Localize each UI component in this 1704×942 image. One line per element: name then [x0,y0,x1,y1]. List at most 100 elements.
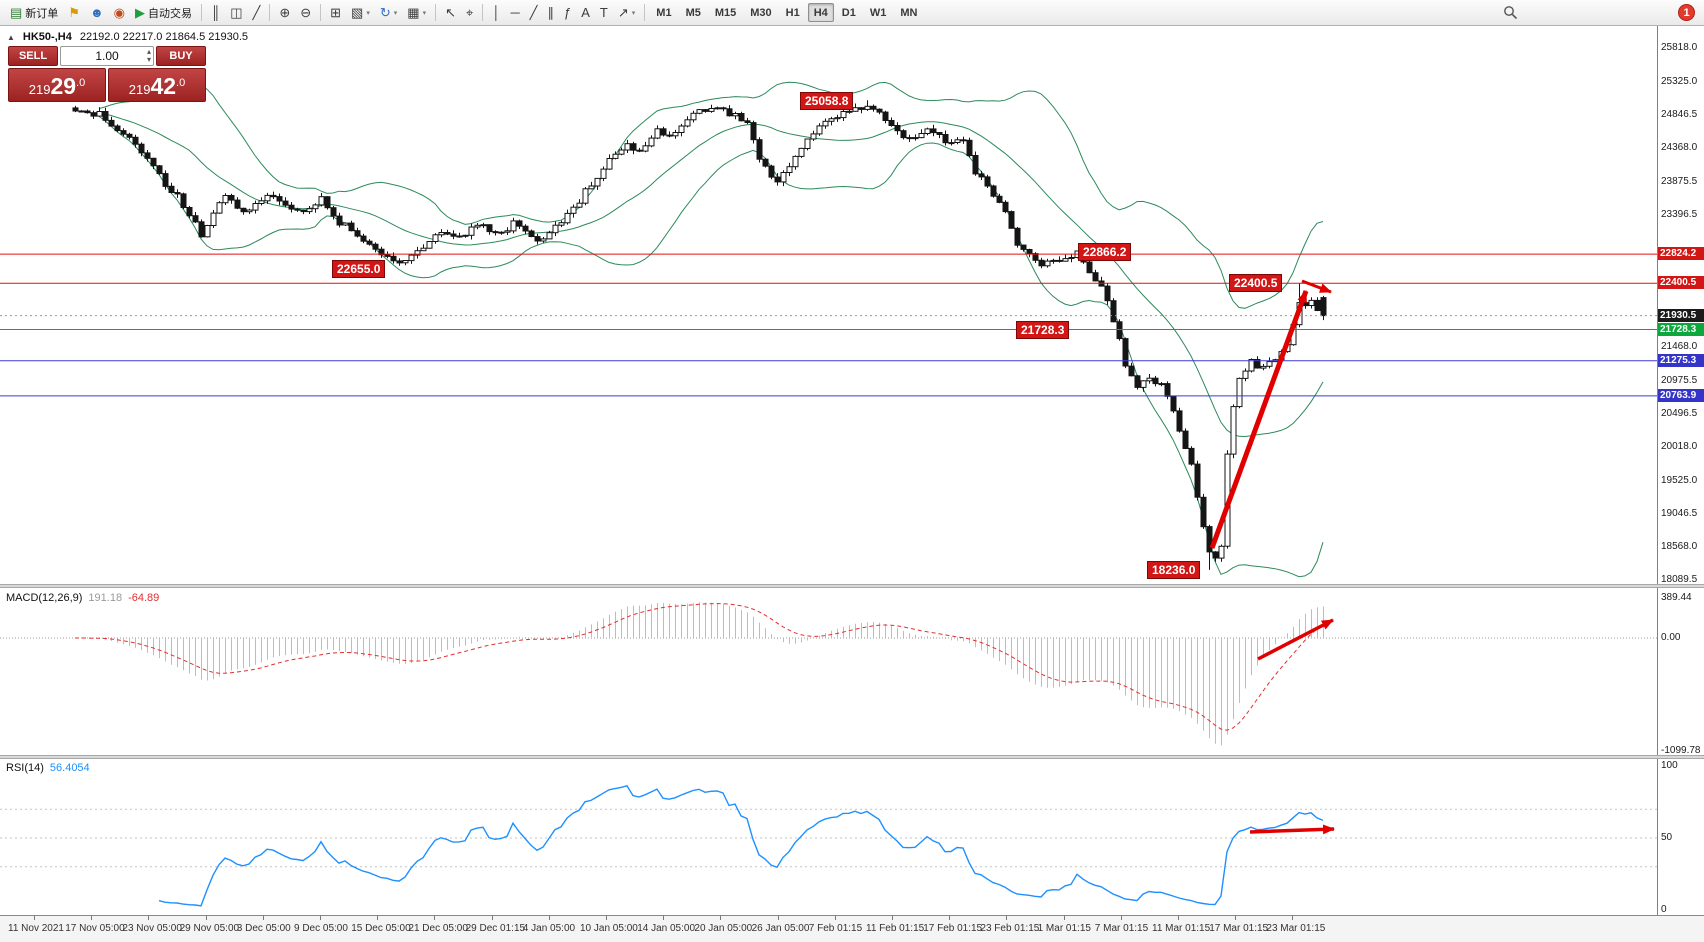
time-axis-label: 17 Mar 01:15 [1209,923,1269,934]
one-click-collapse-arrow[interactable]: ▲ [7,32,15,42]
time-axis-tick [777,916,779,920]
main-toolbar: ▤ 新订单 ⚑ ☻ ◉ ▶ 自动交易 ║ ◫ ╱ ⊕ ⊖ ⊞ ▧ ▾ ↻ ▾ ▦ ▾ ↖ ⌖ │ ─ ╱ ∥ ƒ A T ↗ ▾ M1 M5 M… [0,0,1704,26]
rsi-canvas[interactable] [0,759,1657,915]
timeframe-m30-button[interactable]: M30 [744,3,777,22]
price-axis-tick: 24846.5 [1661,108,1698,120]
candles-layer [72,100,1327,570]
community-button[interactable]: ☻ [85,2,109,24]
price-axis-tick: 18089.5 [1661,574,1698,585]
tile-windows-button[interactable]: ⊞ [325,2,346,24]
timeframe-m1-button[interactable]: M1 [650,3,677,22]
autotrading-button[interactable]: ▶ 自动交易 [130,2,197,24]
fibonacci-icon: ƒ [564,5,572,20]
macd-canvas[interactable] [0,589,1657,756]
vertical-line-button[interactable]: │ [487,2,505,24]
pane-splitter[interactable] [0,755,1704,759]
notification-badge[interactable]: 1 [1678,4,1695,21]
one-click-price-row: 219 29.0 219 42.0 [8,68,206,102]
rsi-header-title: RSI(14) [6,762,44,774]
time-axis-label: 23 Feb 01:15 [980,923,1040,934]
buy-button[interactable]: BUY [156,46,206,66]
volume-decrease-button[interactable]: ▾ [146,55,151,64]
community-icon: ☻ [89,5,104,20]
bar-chart-button[interactable]: ║ [206,2,225,24]
rsi-axis-tick: 50 [1661,832,1673,843]
time-axis-tick [148,916,150,920]
zoom-in-icon: ⊕ [279,5,291,20]
market-button[interactable]: ◉ [109,2,130,24]
sell-price-display[interactable]: 219 29.0 [8,68,106,102]
cursor-button[interactable]: ↖ [440,2,461,24]
time-axis-label: 10 Jan 05:00 [580,923,638,934]
toolbar-separator [320,4,322,21]
crosshair-button[interactable]: ⌖ [461,2,478,24]
trend-arrow[interactable] [1249,824,1335,835]
timeframe-w1-button[interactable]: W1 [864,3,893,22]
pane-splitter[interactable] [0,584,1704,588]
ask-price-big-digits: 42 [150,73,177,99]
text-icon: A [581,5,590,20]
price-axis-column[interactable]: 25818.0 25325.0 24846.5 24368.0 23875.5 23396… [1657,26,1704,915]
price-chart-pane[interactable] [0,26,1657,586]
toolbar-separator [269,4,271,21]
rsi-indicator-pane[interactable] [0,759,1657,915]
bid-price-suffix: .0 [76,77,86,89]
price-annotation-22655.0[interactable]: 22655.0 [332,260,386,278]
profiles-button[interactable]: ↻ ▾ [375,2,402,24]
time-axis-tick [320,916,321,920]
symbol-name: HK50-,H4 [22,31,72,43]
timeframe-m5-button[interactable]: M5 [680,3,707,22]
search-icon[interactable] [1503,5,1518,20]
time-axis-tick [377,916,379,920]
price-axis-tick: 25818.0 [1661,42,1698,53]
time-axis-label: 7 Feb 01:15 [808,923,863,934]
time-axis-label: 11 Mar 01:15 [1152,923,1211,934]
zoom-out-button[interactable]: ⊖ [295,2,316,24]
new-order-button[interactable]: ▤ 新订单 [5,2,63,24]
volume-increase-button[interactable]: ▴ [146,47,151,56]
new-chart-button[interactable]: ▧ ▾ [346,2,375,24]
trend-arrow[interactable] [1301,279,1332,294]
time-axis-tick [1120,916,1122,920]
price-annotation-18236.0[interactable]: 18236.0 [1147,561,1201,579]
horizontal-line-button[interactable]: ─ [505,2,524,24]
timeframe-h4-button[interactable]: H4 [807,3,834,22]
trendline-button[interactable]: ╱ [525,2,543,24]
timeframe-mn-button[interactable]: MN [894,3,923,22]
arrows-button[interactable]: ↗ ▾ [613,2,640,24]
time-axis-tick [34,916,35,920]
candlestick-chart-button[interactable]: ◫ [225,2,247,24]
trend-arrow[interactable] [1257,618,1334,661]
macd-indicator-pane[interactable] [0,589,1657,756]
zoom-in-button[interactable]: ⊕ [274,2,295,24]
price-annotation-21728.3[interactable]: 21728.3 [1016,321,1070,339]
time-axis[interactable]: 11 Nov 2021 17 Nov 05:00 23 Nov 05:00 29 No… [0,915,1704,942]
time-axis-tick [548,916,550,920]
macd-histogram [87,602,1324,746]
templates-button[interactable]: ▦ ▾ [402,2,431,24]
volume-input[interactable]: 1.00 ▴ ▾ [60,46,154,66]
price-annotation-22866.2[interactable]: 22866.2 [1078,243,1132,261]
ask-price-suffix: .0 [176,77,186,89]
timeframe-d1-button[interactable]: D1 [836,3,862,22]
timeframe-m15-button[interactable]: M15 [709,3,742,22]
sell-button[interactable]: SELL [8,46,58,66]
crosshair-icon: ⌖ [466,5,474,20]
text-button[interactable]: A [576,2,595,24]
market-icon: ◉ [113,5,125,20]
bollinger-middle-band [98,112,1324,438]
fibonacci-button[interactable]: ƒ [559,2,576,24]
price-annotation-22400.5[interactable]: 22400.5 [1229,274,1283,292]
time-axis-label: 15 Dec 05:00 [351,923,411,934]
price-annotation-25058.8[interactable]: 25058.8 [800,92,854,110]
timeframe-h1-button[interactable]: H1 [780,3,806,22]
time-axis-tick [1178,916,1179,920]
alerts-button[interactable]: ⚑ [63,2,85,24]
line-chart-button[interactable]: ╱ [248,2,266,24]
price-chart-canvas[interactable] [0,26,1657,586]
trend-arrow[interactable] [1209,290,1309,549]
channel-button[interactable]: ∥ [543,2,560,24]
label-button[interactable]: T [595,2,613,24]
buy-price-display[interactable]: 219 42.0 [108,68,206,102]
